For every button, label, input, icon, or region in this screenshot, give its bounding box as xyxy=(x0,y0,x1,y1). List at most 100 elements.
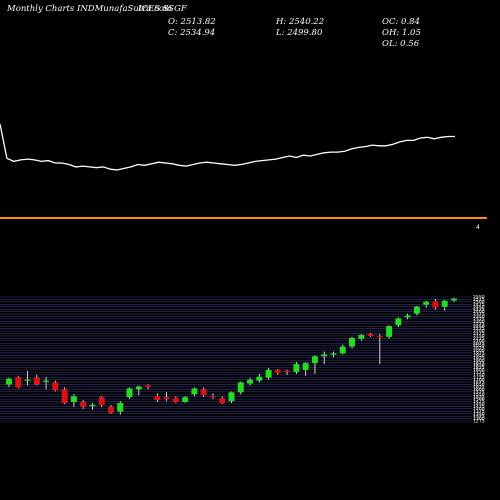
candle xyxy=(61,387,68,404)
candle-body-up xyxy=(339,346,346,354)
candle xyxy=(126,387,133,400)
candle-body-down xyxy=(61,389,68,404)
candle xyxy=(209,393,216,400)
y-tick-label: 2075 xyxy=(473,341,485,347)
candle xyxy=(145,384,152,390)
y-tick-label: 1400 xyxy=(473,406,485,412)
candle xyxy=(358,333,365,341)
y-tick-label: 1600 xyxy=(473,387,485,393)
candle xyxy=(432,298,439,310)
y-tick-label: 1750 xyxy=(473,372,485,378)
y-tick-label: 2125 xyxy=(473,336,485,342)
candle xyxy=(135,385,142,396)
candle-body-up xyxy=(358,334,365,339)
candle xyxy=(6,377,12,387)
candle xyxy=(256,373,263,383)
candle xyxy=(451,297,457,302)
y-tick-label: 2025 xyxy=(473,346,485,352)
candle-body-up xyxy=(451,298,457,301)
y-tick-label: 2500 xyxy=(473,299,485,305)
y-tick-label: 1475 xyxy=(473,399,485,405)
candle-body-up xyxy=(386,326,393,337)
y-tick-label: 2300 xyxy=(473,319,485,325)
y-tick-label: 1850 xyxy=(473,363,485,369)
candle xyxy=(33,374,40,386)
y-tick-label: 1550 xyxy=(473,392,485,398)
candle xyxy=(339,344,346,355)
candle xyxy=(237,381,244,395)
candle xyxy=(98,396,105,407)
candle-body-down xyxy=(172,398,179,403)
candle xyxy=(423,300,430,308)
candle-body-up xyxy=(6,378,12,385)
candle-body-up xyxy=(247,379,254,384)
candle-body-down xyxy=(432,301,439,308)
relative-strength-panel xyxy=(0,123,455,171)
side-marker: 4 xyxy=(476,224,480,231)
candle-body-up xyxy=(117,403,124,412)
candle-body-down xyxy=(163,397,170,400)
candle-body-down xyxy=(145,385,152,388)
candle-body-down xyxy=(15,377,22,388)
close-value: C: 2534.94 xyxy=(168,28,216,38)
candle-body-up xyxy=(126,388,133,398)
y-tick-label: 2350 xyxy=(473,314,485,320)
candle xyxy=(413,305,420,316)
candle xyxy=(15,375,22,389)
candle xyxy=(43,376,50,390)
candle-body-up xyxy=(423,301,430,305)
candle xyxy=(265,368,272,380)
y-tick-label: 1950 xyxy=(473,353,485,359)
candle-body-down xyxy=(200,389,207,396)
candle-body-down xyxy=(107,406,114,413)
y-tick-label: 2100 xyxy=(473,338,485,344)
candle-body-up xyxy=(395,318,402,326)
candle-body-down xyxy=(209,396,216,398)
y-tick-label: 2475 xyxy=(473,302,485,308)
y-tick-label: 2050 xyxy=(473,343,485,349)
y-tick-label: 2400 xyxy=(473,309,485,315)
candle-body-down xyxy=(52,382,59,391)
price-line xyxy=(0,123,455,171)
y-tick-label: 2225 xyxy=(473,326,485,332)
y-axis-ticks: 2550252525002475245024252400237523502325… xyxy=(473,295,485,425)
candle xyxy=(367,332,374,337)
candle-body-up xyxy=(135,386,142,390)
candle-body-down xyxy=(219,398,226,404)
candle xyxy=(228,391,235,404)
candle xyxy=(80,400,87,409)
candle xyxy=(395,317,402,328)
y-tick-label: 1375 xyxy=(473,409,485,415)
candle xyxy=(330,351,337,358)
candle-body-up xyxy=(265,369,272,378)
candle xyxy=(117,401,124,415)
y-tick-label: 2550 xyxy=(473,295,485,301)
y-tick-label: 1975 xyxy=(473,351,485,357)
y-tick-label: 1650 xyxy=(473,382,485,388)
y-tick-label: 2175 xyxy=(473,331,485,337)
y-tick-label: 2250 xyxy=(473,324,485,330)
y-tick-label: 1775 xyxy=(473,370,485,376)
candle xyxy=(302,362,309,376)
y-tick-label: 1725 xyxy=(473,375,485,381)
y-tick-label: 1925 xyxy=(473,355,485,361)
high-value: H: 2540.22 xyxy=(276,17,325,27)
candle xyxy=(386,325,393,339)
candle xyxy=(191,387,198,397)
candle-body-up xyxy=(228,392,235,402)
candle xyxy=(182,396,189,404)
y-tick-label: 1625 xyxy=(473,385,485,391)
candle-body-up xyxy=(311,356,318,364)
y-tick-label: 1450 xyxy=(473,402,485,408)
y-tick-label: 1350 xyxy=(473,411,485,417)
candle-body-up xyxy=(256,376,263,381)
candle-body-up xyxy=(321,354,328,357)
y-tick-label: 2325 xyxy=(473,316,485,322)
candle xyxy=(219,396,226,404)
candle-body-down xyxy=(367,333,374,336)
candle-body-up xyxy=(89,404,96,407)
candle-body-up xyxy=(302,363,309,370)
candle-body-up xyxy=(441,300,448,307)
candle-body-down xyxy=(98,397,105,405)
